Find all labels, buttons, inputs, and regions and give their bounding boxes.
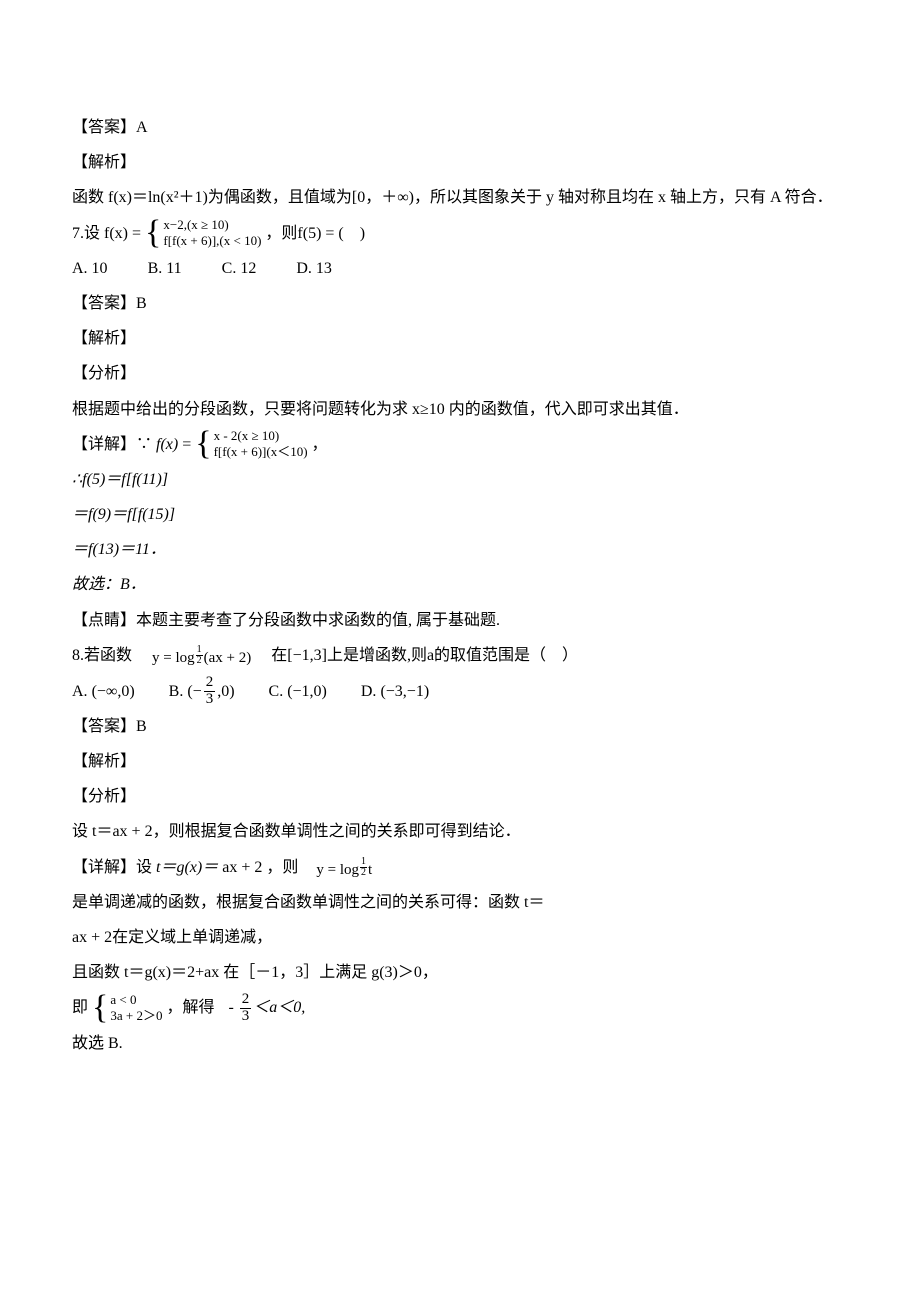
q8-options: A. (−∞,0) B. (− 2 3 ,0) C. (−1,0) D. (−3… xyxy=(72,673,848,709)
q8-xj-mid2: 是单调递减的函数，根据复合函数单调性之间的关系可得：函数 t＝ xyxy=(72,885,544,920)
q8-log-subscript: 1 2 xyxy=(196,645,203,666)
q7-option-a: A. 10 xyxy=(72,260,108,277)
q7-xiangjie-line: 【详解】∵ f(x) = { x - 2(x ≥ 10) f[f(x + 6)]… xyxy=(72,427,848,462)
q8-optB-prefix: (− xyxy=(187,674,201,709)
brace-icon: { xyxy=(195,427,211,461)
q7-jiexi-label: 【解析】 xyxy=(72,321,848,356)
q7-xiangjie-eq: = xyxy=(182,427,191,462)
q8-ji-piece-bot: 3a + 2＞0 xyxy=(110,1008,162,1024)
q6-answer: 【答案】A xyxy=(72,110,848,145)
q8-xj-expr: ax + 2 xyxy=(222,850,262,885)
q8-ji-line: 即 { a < 0 3a + 2＞0 ，解得 - 2 3 ＜a＜0, xyxy=(72,990,848,1025)
q8-fenxi-post: ，则根据复合函数单调性之间的关系即可得到结论． xyxy=(153,823,521,840)
q8-xj-log-arg: t xyxy=(368,863,372,878)
q6-explanation: 函数 f(x)＝ln(x²＋1)为偶函数，且值域为[0，＋∞)，所以其图象关于 … xyxy=(72,180,848,215)
q7-option-c: C. 12 xyxy=(222,260,257,277)
q6-jiexi-label: 【解析】 xyxy=(72,145,848,180)
q7-fenxi-text: 根据题中给出的分段函数，只要将问题转化为求 x≥10 内的函数值，代入即可求出其… xyxy=(72,392,848,427)
q8-line3: 且函数 t＝g(x)＝2+ax 在［－1，3］上满足 g(3)＞0， xyxy=(72,955,848,990)
q8-log-expr: y = log 1 2 (ax + 2) xyxy=(152,645,251,666)
q8-xj-label: 【详解】设 xyxy=(72,850,152,885)
q7-options: A. 10 B. 11 C. 12 D. 13 xyxy=(72,251,848,286)
q8-xj-log-y: y = log xyxy=(316,863,359,878)
q8-fenxi-label: 【分析】 xyxy=(72,779,848,814)
q8-xj-log: y = log 1 2 t xyxy=(316,857,372,878)
q8-ji-prefix: - xyxy=(228,990,233,1025)
q8-ji-frac-n: 2 xyxy=(240,992,252,1009)
q8-log-y: y = log xyxy=(152,651,195,666)
q8-answer: 【答案】B xyxy=(72,709,848,744)
q7-guxuan: 故选：B． xyxy=(72,567,848,602)
q8-xj-mid1: ，则 xyxy=(266,850,298,885)
q7-fx-eq: f(x) = xyxy=(104,216,141,251)
q7-step3: ＝f(13)＝11． xyxy=(72,532,848,567)
q7-answer: 【答案】B xyxy=(72,286,848,321)
q8-log-sub-bot: 2 xyxy=(197,656,202,666)
q7-xiangjie-piecewise: { x - 2(x ≥ 10) f[f(x + 6)](x＜10) xyxy=(195,427,307,461)
q8-jiexi-label: 【解析】 xyxy=(72,744,848,779)
q8-option-d: D. (−3,−1) xyxy=(361,674,429,709)
q8-optB-label: B. xyxy=(169,674,184,709)
q7-option-d: D. 13 xyxy=(296,260,332,277)
q8-optD-val: (−3,−1) xyxy=(380,674,429,709)
q8-ji-label: 即 xyxy=(72,990,88,1025)
q8-xj-l2-expr: ax + 2 xyxy=(72,929,112,946)
q8-guxuan: 故选 B. xyxy=(72,1026,848,1061)
q8-optA-label: A. xyxy=(72,674,88,709)
q8-optC-val: (−1,0) xyxy=(287,674,327,709)
q7-piece-top: x−2,(x ≥ 10) xyxy=(163,217,261,233)
q8-xj-log-sub: 1 2 xyxy=(360,857,367,878)
q8-xiangjie-line1: 【详解】设 t＝g(x)＝ ax + 2 ，则 y = log 1 2 t 是单… xyxy=(72,850,848,920)
q8-log-arg: (ax + 2) xyxy=(204,651,252,666)
q8-ji-piecewise: { a < 0 3a + 2＞0 xyxy=(92,991,162,1025)
q8-xiangjie-line2: ax + 2在定义域上单调递减， xyxy=(72,920,848,955)
q8-optB-frac: 2 3 xyxy=(204,675,216,708)
q8-xj-t: t＝g(x)＝ xyxy=(156,850,218,885)
q7-stem-prefix: 7.设 xyxy=(72,216,100,251)
q7-fenxi-label: 【分析】 xyxy=(72,356,848,391)
q8-fenxi-pre: 设 t＝ xyxy=(72,823,112,840)
q7-step1: ∴f(5)＝f[f(11)] xyxy=(72,462,848,497)
q8-option-a: A. (−∞,0) xyxy=(72,674,135,709)
q7-xj-piece-bot: f[f(x + 6)](x＜10) xyxy=(214,444,308,460)
q8-ji-mid: ，解得 xyxy=(166,990,214,1025)
q7-option-b: B. 11 xyxy=(148,260,182,277)
q8-stem-prefix: 8.若函数 xyxy=(72,638,132,673)
q7-piece-bot: f[f(x + 6)],(x < 10) xyxy=(163,233,261,249)
q8-ji-suffix: ＜a＜0, xyxy=(253,990,305,1025)
q7-stem-suffix: ，则f(5) = ( ) xyxy=(265,216,365,251)
q7-piecewise: { x−2,(x ≥ 10) f[f(x + 6)],(x < 10) xyxy=(145,216,261,250)
q8-fenxi-text: 设 t＝ax + 2，则根据复合函数单调性之间的关系即可得到结论． xyxy=(72,814,848,849)
q8-optC-label: C. xyxy=(269,674,284,709)
brace-icon: { xyxy=(92,991,108,1025)
q8-optB-suffix: ,0) xyxy=(217,674,234,709)
q8-optB-frac-d: 3 xyxy=(204,692,216,708)
q8-optB-frac-n: 2 xyxy=(204,675,216,692)
q8-stem: 8.若函数 y = log 1 2 (ax + 2) 在[−1,3]上是增函数,… xyxy=(72,638,848,673)
q8-optD-label: D. xyxy=(361,674,377,709)
q8-ji-piece-top: a < 0 xyxy=(110,992,162,1008)
q7-dianjing: 【点睛】本题主要考查了分段函数中求函数的值, 属于基础题. xyxy=(72,603,848,638)
q8-option-c: C. (−1,0) xyxy=(269,674,327,709)
brace-icon: { xyxy=(145,216,161,250)
q8-option-b: B. (− 2 3 ,0) xyxy=(169,674,235,709)
q7-step2: ＝f(9)＝f[f(15)] xyxy=(72,497,848,532)
q8-stem-mid: 在[−1,3]上是增函数,则a的取值范围是（ ） xyxy=(271,638,578,673)
q7-xiangjie-fx: f(x) xyxy=(156,427,178,462)
q7-guxuan-text: 故选：B． xyxy=(72,576,146,593)
q8-xj-log-sub-bot: 2 xyxy=(361,868,366,878)
q7-xiangjie-tail: ， xyxy=(312,427,328,462)
q7-stem: 7.设 f(x) = { x−2,(x ≥ 10) f[f(x + 6)],(x… xyxy=(72,216,848,251)
q8-fenxi-expr: ax + 2 xyxy=(112,823,152,840)
q8-ji-frac: 2 3 xyxy=(240,992,252,1025)
q8-ji-frac-d: 3 xyxy=(240,1009,252,1025)
q7-xiangjie-label: 【详解】∵ xyxy=(72,427,152,462)
q7-xj-piece-top: x - 2(x ≥ 10) xyxy=(214,428,308,444)
q8-optA-val: (−∞,0) xyxy=(92,674,135,709)
q8-xj-l2-post: 在定义域上单调递减， xyxy=(112,929,272,946)
